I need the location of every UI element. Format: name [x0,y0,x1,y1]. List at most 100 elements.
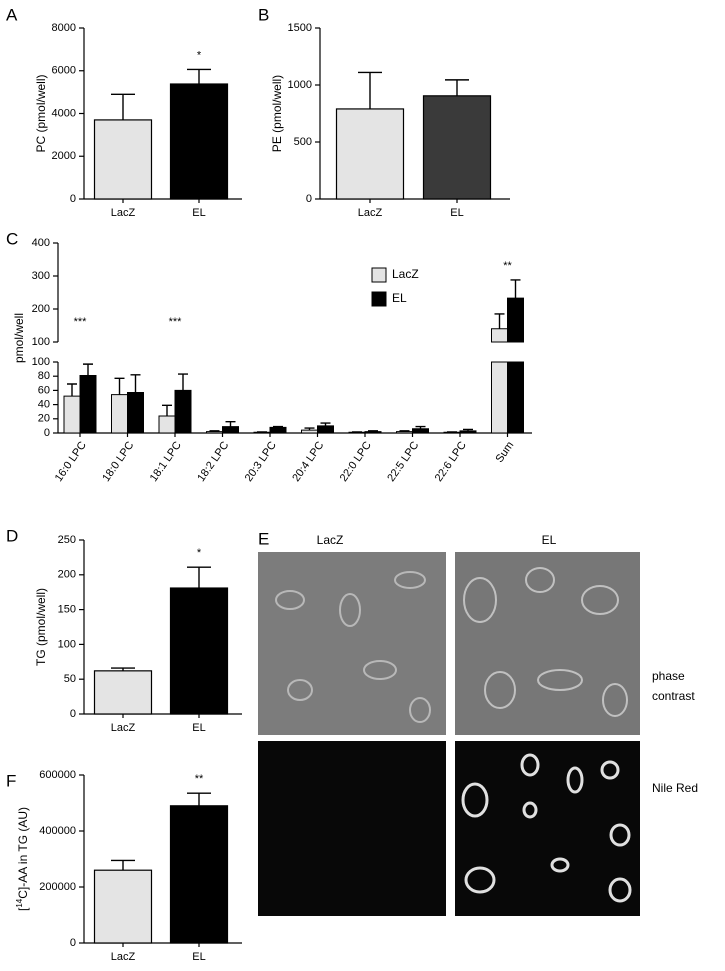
bar [349,432,365,433]
bar [171,806,228,943]
error-bar [178,374,188,390]
image-lacz-nile-red [258,741,446,916]
significance: *** [74,316,88,328]
panel-letter: F [6,771,16,790]
x-tick-label: 18:1 LPC [148,439,184,483]
legend-swatch [372,292,386,306]
x-tick-label: 22:0 LPC [338,439,374,483]
y-tick-label: 6000 [52,65,76,77]
x-tick-label: 16:0 LPC [53,439,89,483]
image-lacz-phase [258,552,446,735]
row-label: Nile Red [652,781,698,795]
y-tick-label: 150 [58,604,76,616]
legend-label: EL [392,291,407,305]
y-tick-label: 0 [70,937,76,949]
legend-swatch [372,268,386,282]
significance: ** [195,773,204,785]
row-label: phase [652,669,685,683]
y-tick-label: 1500 [288,22,312,34]
column-label: LacZ [317,533,344,547]
y-tick-label: 100 [32,336,50,348]
y-tick-label: 0 [44,427,50,439]
y-tick-label: 100 [58,638,76,650]
x-tick-label: 18:2 LPC [195,439,231,483]
error-bar [445,80,469,96]
panel-letter: D [6,526,18,545]
bar [95,120,152,199]
y-tick-label: 40 [38,399,50,411]
x-tick-label: 22:6 LPC [433,439,469,483]
bar [397,432,413,433]
x-tick-label: EL [192,951,205,963]
error-bar [187,69,211,84]
bar [424,96,491,199]
y-tick-label: 0 [306,193,312,205]
bar [337,109,404,199]
x-tick-label: EL [192,207,205,219]
y-tick-label: 1000 [288,79,312,91]
x-tick-label: LacZ [358,207,383,219]
y-tick-label: 200000 [39,881,76,893]
y-tick-label: 4000 [52,107,76,119]
bar [508,298,524,433]
significance: *** [169,316,183,328]
x-tick-label: LacZ [111,951,136,963]
panel-letter: B [258,5,269,24]
y-axis-label: [14C]-AA in TG (AU) [15,807,31,911]
significance: * [197,49,202,61]
bar [318,426,334,433]
y-tick-label: 250 [58,534,76,546]
legend-label: LacZ [392,267,419,281]
y-tick-label: 8000 [52,22,76,34]
bar [95,671,152,714]
bar [254,432,270,433]
panel-letter: C [6,229,18,248]
error-bar [67,384,77,396]
bar [80,375,96,433]
error-bar [111,860,135,870]
y-tick-label: 100 [32,356,50,368]
error-bar [162,405,172,416]
y-axis-label: TG (pmol/well) [34,588,48,666]
y-axis-label-part: C]-AA in TG (AU) [16,807,30,899]
significance: * [197,547,202,559]
y-tick-label: 200 [58,569,76,581]
panel-letter: E [258,529,269,548]
y-axis-label: pmol/well [12,313,26,363]
row-label: contrast [652,689,695,703]
y-tick-label: 400 [32,237,50,249]
bar [171,84,228,199]
x-tick-label: LacZ [111,207,136,219]
y-tick-label: 0 [70,193,76,205]
error-bar [83,364,93,375]
error-bar [187,793,211,806]
y-tick-label: 20 [38,413,50,425]
y-tick-label: 50 [64,673,76,685]
bar [413,429,429,433]
y-tick-label: 2000 [52,150,76,162]
y-tick-label: 0 [70,708,76,720]
x-tick-label: 20:3 LPC [243,439,279,483]
x-tick-label: EL [450,207,463,219]
panel-e-images [258,552,640,916]
y-tick-label: 300 [32,270,50,282]
y-tick-label: 200 [32,303,50,315]
y-tick-label: 80 [38,370,50,382]
bar [159,416,175,433]
bar [270,427,286,433]
error-bar [187,567,211,588]
bar [64,396,80,433]
bar [460,431,476,433]
y-axis-label: PE (pmol/well) [270,75,284,152]
y-tick-label: 500 [294,136,312,148]
x-tick-label: Sum [494,440,517,465]
y-tick-label: 60 [38,384,50,396]
bar [171,588,228,714]
error-bar [115,378,125,394]
error-bar [511,280,521,298]
bar [128,393,144,433]
image-el-phase [455,552,640,735]
panel-letter: A [6,5,18,24]
bar [302,430,318,433]
